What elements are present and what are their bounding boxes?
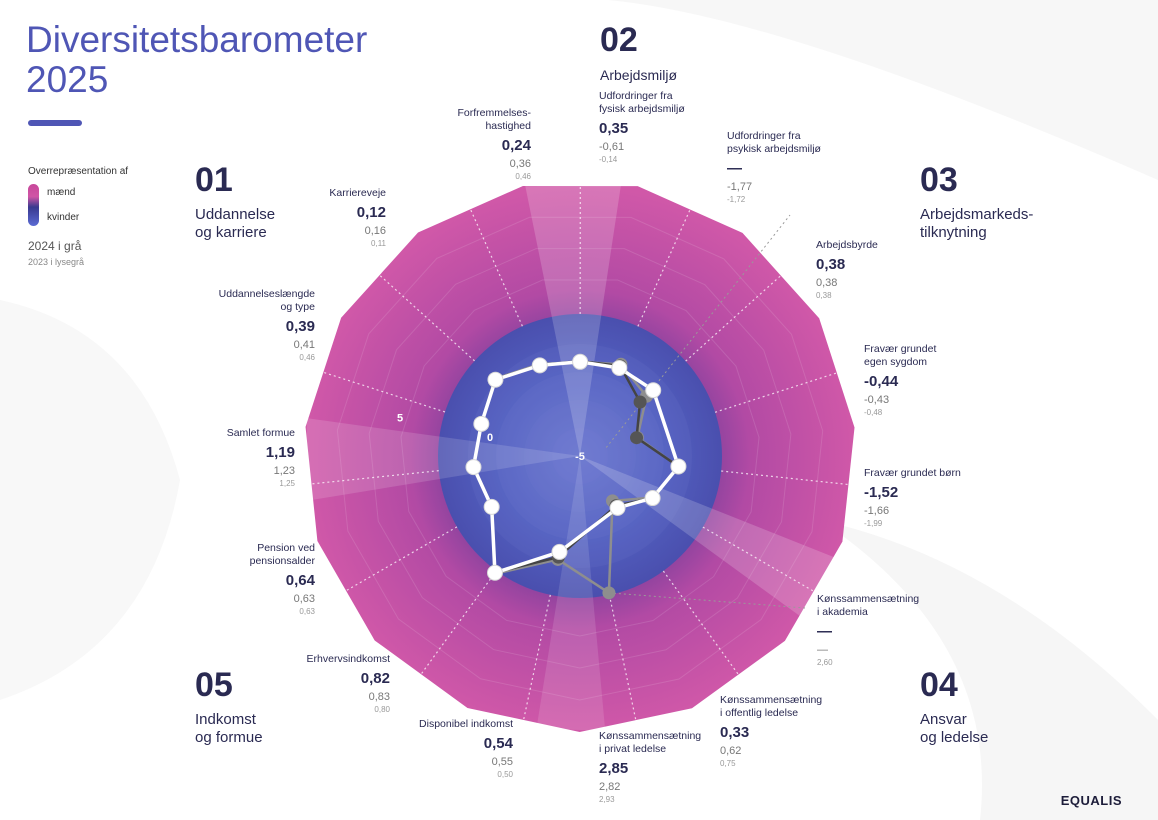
label-samlet-formue: Samlet formue 1,19 1,23 1,25 (226, 427, 295, 488)
point-2025-3 (670, 458, 687, 475)
label-erhvervsindkomst: Erhvervsindkomst 0,82 0,83 0,80 (306, 653, 390, 714)
spoke-10 (305, 470, 439, 486)
brand-logo: EQUALIS (1060, 793, 1122, 808)
title-line-2: 2025 (26, 59, 109, 100)
label-forfremmelseshastighed: Forfremmelses- hastighed 0,24 0,36 0,46 (457, 107, 531, 181)
section-04: 04 Ansvar og ledelse (920, 667, 988, 747)
spoke-3 (721, 470, 855, 486)
axis-tick-label: -5 (575, 451, 585, 463)
title-line-1: Diversitetsbarometer (26, 19, 368, 60)
label-psykisk-arbejdsmiljo: Udfordringer fra psykisk arbejdsmiljø — … (727, 130, 821, 204)
legend-gradient (28, 184, 39, 226)
spoke-0 (637, 203, 694, 327)
spoke-8 (417, 570, 497, 680)
legend-year-previous: 2023 i lysegrå (28, 257, 85, 267)
highlight-wedge-top (525, 183, 622, 456)
axis-tick-label: 0 (487, 432, 493, 444)
label-offentlig-ledelse: Kønssammensætning i offentlig ledelse 0,… (720, 694, 823, 768)
highlight-wedge-left (306, 418, 580, 501)
section-01: 01 Uddannelse og karriere (195, 162, 275, 242)
legend-men: mænd (47, 187, 76, 198)
ring-2 (400, 279, 760, 637)
spoke-6 (608, 594, 638, 727)
point-2025-9 (483, 498, 500, 515)
label-pension: Pension ved pensionsalder 0,64 0,63 0,63 (249, 542, 315, 616)
spoke-12 (374, 270, 475, 362)
point-2025-10 (465, 459, 482, 476)
point-2025-13 (531, 357, 548, 374)
section-number: 02 (600, 21, 638, 59)
label-fysisk-arbejdsmiljo: Udfordringer fra fysisk arbejdsmiljø 0,3… (599, 90, 685, 164)
spoke-9 (340, 526, 458, 595)
inner-ring-1 (496, 372, 664, 540)
section-name: Arbejdsmarkeds- tilknytning (920, 206, 1034, 241)
point-2023-6 (602, 586, 616, 600)
point-2025-5 (609, 499, 626, 516)
section-number: 05 (195, 666, 233, 704)
label-privat-ledelse: Kønssammensætning i privat ledelse 2,85 … (599, 730, 702, 804)
section-name: Indkomst og formue (195, 711, 263, 746)
title-underline (28, 120, 82, 126)
leader-psykisk (605, 214, 791, 448)
inner-ring-3 (552, 428, 608, 484)
axis-tick-label: 5 (397, 413, 403, 425)
inner-ring-2 (524, 400, 636, 512)
spoke-4 (702, 526, 820, 595)
spoke-11 (317, 369, 446, 413)
spoke-13 (467, 203, 523, 327)
section-number: 04 (920, 666, 958, 704)
section-name: Uddannelse og karriere (195, 206, 276, 241)
label-fravaer-born: Fravær grundet børn -1,52 -1,66 -1,99 (864, 467, 961, 528)
section-02: 02 Arbejdsmiljø (600, 22, 677, 84)
point-2024-1 (633, 395, 647, 409)
legend-women: kvinder (47, 212, 80, 223)
label-arbejdsbyrde: Arbejdsbyrde 0,38 0,38 0,38 (816, 239, 878, 300)
spoke-7 (521, 594, 551, 727)
page-title: Diversitetsbarometer 2025 (26, 20, 367, 100)
point-2024-2 (630, 431, 644, 445)
section-number: 03 (920, 161, 958, 199)
highlight-wedge-right (580, 456, 837, 619)
label-egen-sygdom: Fravær grundet egen sygdom -0,44 -0,43 -… (864, 343, 937, 417)
point-2025-11 (473, 415, 490, 432)
spoke-5 (662, 570, 743, 680)
section-05: 05 Indkomst og formue (195, 667, 263, 747)
section-03: 03 Arbejdsmarkeds- tilknytning (920, 162, 1033, 242)
label-karriereveje: Karriereveje 0,12 0,16 0,11 (329, 187, 386, 248)
highlight-wedge-bottom (536, 456, 606, 731)
point-2025-1 (645, 382, 662, 399)
section-name: Ansvar og ledelse (920, 711, 989, 746)
label-disponibel-indkomst: Disponibel indkomst 0,54 0,55 0,50 (419, 718, 513, 779)
legend-title: Overrepræsentation af (28, 166, 129, 177)
point-2025-7 (551, 543, 568, 560)
section-name: Arbejdsmiljø (600, 67, 678, 83)
point-2025-0 (611, 359, 628, 376)
point-2025-12 (487, 371, 504, 388)
point-2025-4 (644, 490, 661, 507)
legend-year-current: 2024 i grå (28, 239, 82, 253)
label-uddannelseslaengde: Uddannelseslængde og type 0,39 0,41 0,46 (218, 288, 315, 362)
section-number: 01 (195, 161, 233, 199)
point-2025-14 (572, 353, 589, 370)
point-2025-8 (486, 564, 503, 581)
spoke-1 (685, 271, 786, 362)
spoke-2 (714, 370, 843, 413)
label-akademia: Kønssammensætning i akademia — — 2,60 (817, 593, 920, 667)
